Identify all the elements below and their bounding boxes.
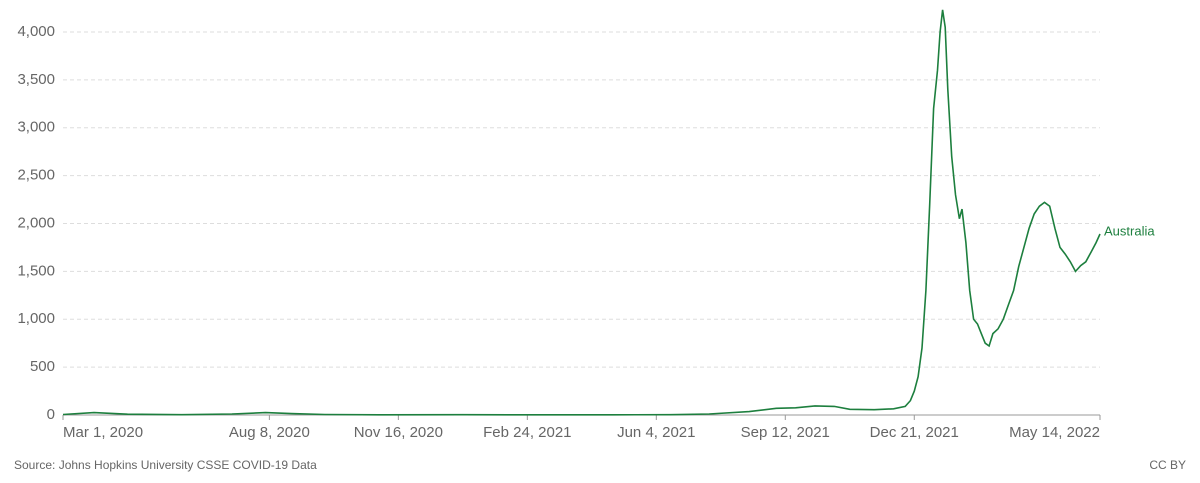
x-tick-label: Sep 12, 2021 (741, 424, 830, 441)
x-tick-label: Mar 1, 2020 (63, 424, 143, 441)
source: Source: Johns Hopkins University CSSE CO… (14, 458, 317, 472)
legend-label: Australia (1104, 223, 1155, 238)
line (62, 9, 1101, 416)
x-tick-label: May 14, 2022 (1009, 424, 1100, 441)
y-tick-label: 2,500 (17, 167, 55, 184)
x-tick-label: Dec 21, 2021 (870, 424, 959, 441)
y-tick-label: 1,500 (17, 262, 55, 279)
x-tick-label: Jun 4, 2021 (617, 424, 695, 441)
y-tick-label: 3,500 (17, 71, 55, 88)
y-tick-label: 0 (47, 406, 55, 423)
y-tick-label: 4,000 (17, 23, 55, 40)
x-tick-label: Feb 24, 2021 (483, 424, 571, 441)
y-tick-label: 2,000 (17, 214, 55, 231)
x-tick-label: Nov 16, 2020 (354, 424, 443, 441)
y-tick-label: 500 (30, 358, 55, 375)
y-tick-label: 1,000 (17, 310, 55, 327)
y-tick-label: 3,000 (17, 119, 55, 136)
x-tick-label: Aug 8, 2020 (229, 424, 310, 441)
license: CC BY (1149, 458, 1186, 472)
